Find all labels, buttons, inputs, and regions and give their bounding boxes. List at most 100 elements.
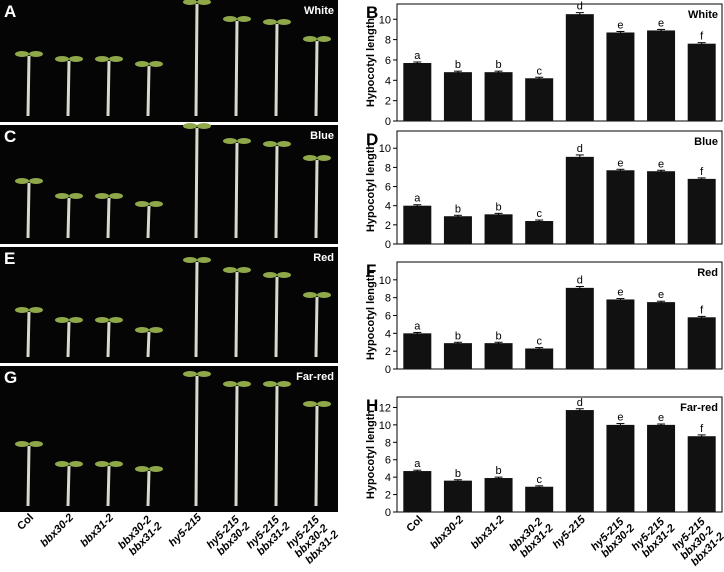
seedling-leaf — [223, 381, 237, 387]
seedling-leaf — [55, 56, 69, 62]
y-tick-label: 10 — [379, 14, 391, 26]
significance-letter: f — [700, 423, 704, 435]
seedling-leaf — [237, 138, 251, 144]
seedling-leaf — [149, 61, 163, 67]
seedling-stem — [26, 311, 31, 358]
seedling-leaf — [109, 56, 123, 62]
seedling-leaf — [95, 461, 109, 467]
photo-category: bbx30-2 bbx31-2 — [116, 512, 165, 561]
significance-letter: b — [496, 465, 502, 477]
significance-letter: d — [577, 143, 583, 155]
seedling-stem — [194, 127, 199, 239]
bar — [403, 205, 432, 244]
y-tick-label: 0 — [385, 116, 391, 128]
seedling-leaf — [317, 155, 331, 161]
seedling-leaf — [237, 381, 251, 387]
seedling-leaf — [223, 16, 237, 22]
significance-letter: b — [455, 330, 461, 342]
seedling-stem — [314, 296, 319, 358]
y-tick-label: 4 — [385, 472, 391, 484]
seedling-leaf — [69, 56, 83, 62]
seedling-stem — [146, 205, 151, 239]
seedling-leaf — [135, 327, 149, 333]
bar — [403, 471, 432, 512]
plot-frame — [396, 396, 723, 513]
chart-title: White — [688, 9, 718, 21]
seedling-leaf — [237, 267, 251, 273]
panel-letter: G — [4, 368, 17, 387]
seedling-leaf — [95, 56, 109, 62]
seedling-leaf — [183, 0, 197, 5]
bar — [443, 480, 472, 512]
seedling-leaf — [263, 141, 277, 147]
photo-category: hy5-215 bbx30-2 — [205, 512, 253, 560]
seedling-leaf — [149, 201, 163, 207]
x-tick-label: hy5-215 — [550, 513, 588, 551]
y-tick-label: 2 — [385, 346, 391, 358]
seedling-stem — [314, 405, 319, 507]
significance-letter: e — [658, 17, 664, 29]
seedling-leaf — [317, 401, 331, 407]
significance-letter: e — [617, 412, 623, 424]
bar — [647, 171, 676, 244]
x-tick-label: bbx30-2 — [428, 514, 466, 552]
seedling-stem — [274, 145, 279, 239]
significance-letter: e — [658, 158, 664, 170]
seedling-leaf — [197, 123, 211, 129]
seedling-leaf — [15, 51, 29, 57]
significance-letter: e — [617, 19, 623, 31]
y-tick-label: 8 — [385, 293, 391, 305]
seedling-stem — [26, 55, 31, 117]
seedling-stem — [194, 375, 199, 507]
seedling-leaf — [29, 441, 43, 447]
plot-frame — [396, 3, 723, 122]
significance-letter: a — [414, 50, 421, 62]
seedling-leaf — [277, 19, 291, 25]
y-axis-label: Hypocotyl length — [365, 18, 377, 108]
bar — [484, 343, 513, 369]
significance-letter: e — [617, 157, 623, 169]
photo-label: Blue — [310, 130, 334, 142]
panel-letter: F — [366, 261, 376, 280]
panel-letter: D — [366, 130, 378, 149]
panel-letter: C — [4, 127, 16, 146]
seedling-leaf — [69, 317, 83, 323]
bar — [484, 478, 513, 512]
seedling-leaf — [303, 155, 317, 161]
y-tick-label: 2 — [385, 490, 391, 502]
seedling-leaf — [149, 466, 163, 472]
seedling-leaf — [69, 193, 83, 199]
y-tick-label: 6 — [385, 455, 391, 467]
bar — [443, 343, 472, 369]
seedling-stem — [106, 321, 111, 358]
bar — [525, 221, 554, 244]
significance-letter: d — [577, 275, 583, 287]
bar — [687, 436, 716, 512]
significance-letter: b — [455, 468, 461, 480]
significance-letter: b — [496, 330, 502, 342]
y-tick-label: 6 — [385, 182, 391, 194]
seedling-leaf — [109, 461, 123, 467]
x-tick-label: hy5-215 bbx31-2 — [630, 514, 678, 562]
photo-category: hy5-215 bbx30-2 bbx31-2 — [284, 512, 341, 567]
seedling-leaf — [223, 138, 237, 144]
significance-letter: b — [496, 201, 502, 213]
photo — [0, 366, 338, 512]
significance-letter: e — [617, 287, 623, 299]
seedling-stem — [194, 261, 199, 358]
significance-letter: c — [536, 474, 542, 486]
photo — [0, 0, 338, 122]
seedling-stem — [106, 465, 111, 507]
significance-letter: c — [536, 208, 542, 220]
seedling-stem — [234, 20, 239, 117]
seedling-stem — [274, 23, 279, 117]
bar — [443, 216, 472, 244]
seedling-stem — [146, 331, 151, 358]
seedling-stem — [274, 276, 279, 358]
significance-letter: b — [455, 59, 461, 71]
significance-letter: a — [414, 193, 421, 205]
photo-label: Red — [313, 252, 334, 264]
bar — [484, 72, 513, 121]
bar — [687, 317, 716, 369]
